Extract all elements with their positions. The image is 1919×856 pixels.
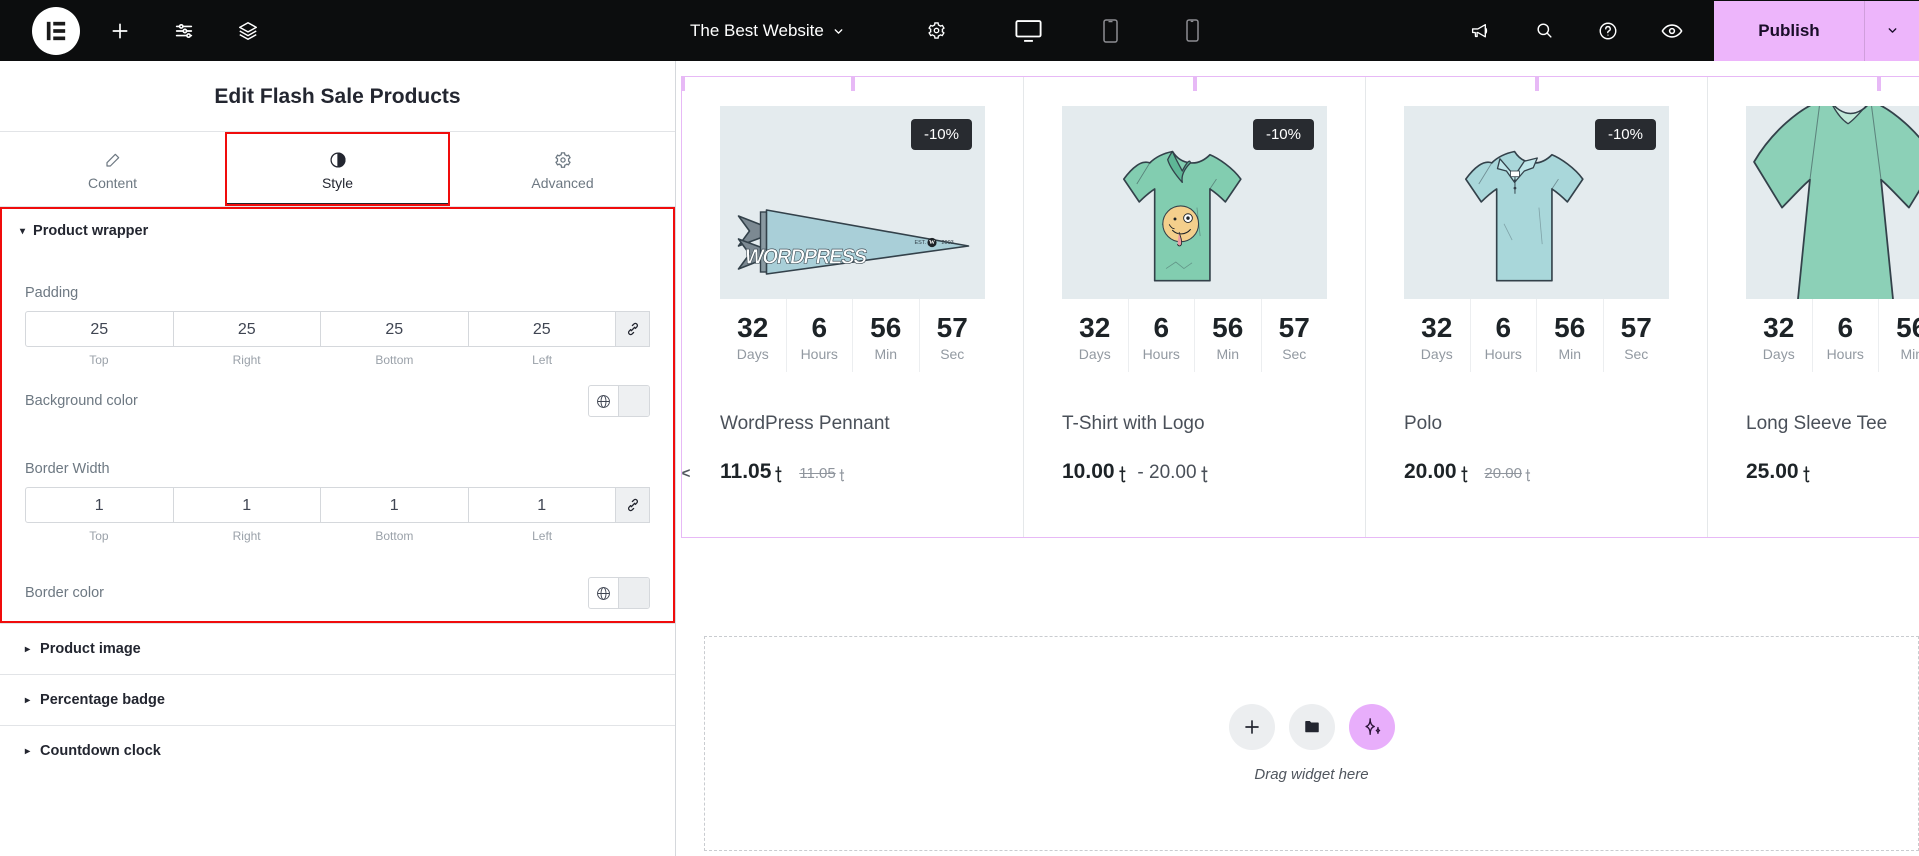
svg-text:2003: 2003: [942, 240, 954, 246]
svg-text:EST.: EST.: [915, 240, 927, 246]
svg-text:WORDPRESS: WORDPRESS: [743, 245, 869, 268]
svg-text:W: W: [929, 240, 935, 246]
